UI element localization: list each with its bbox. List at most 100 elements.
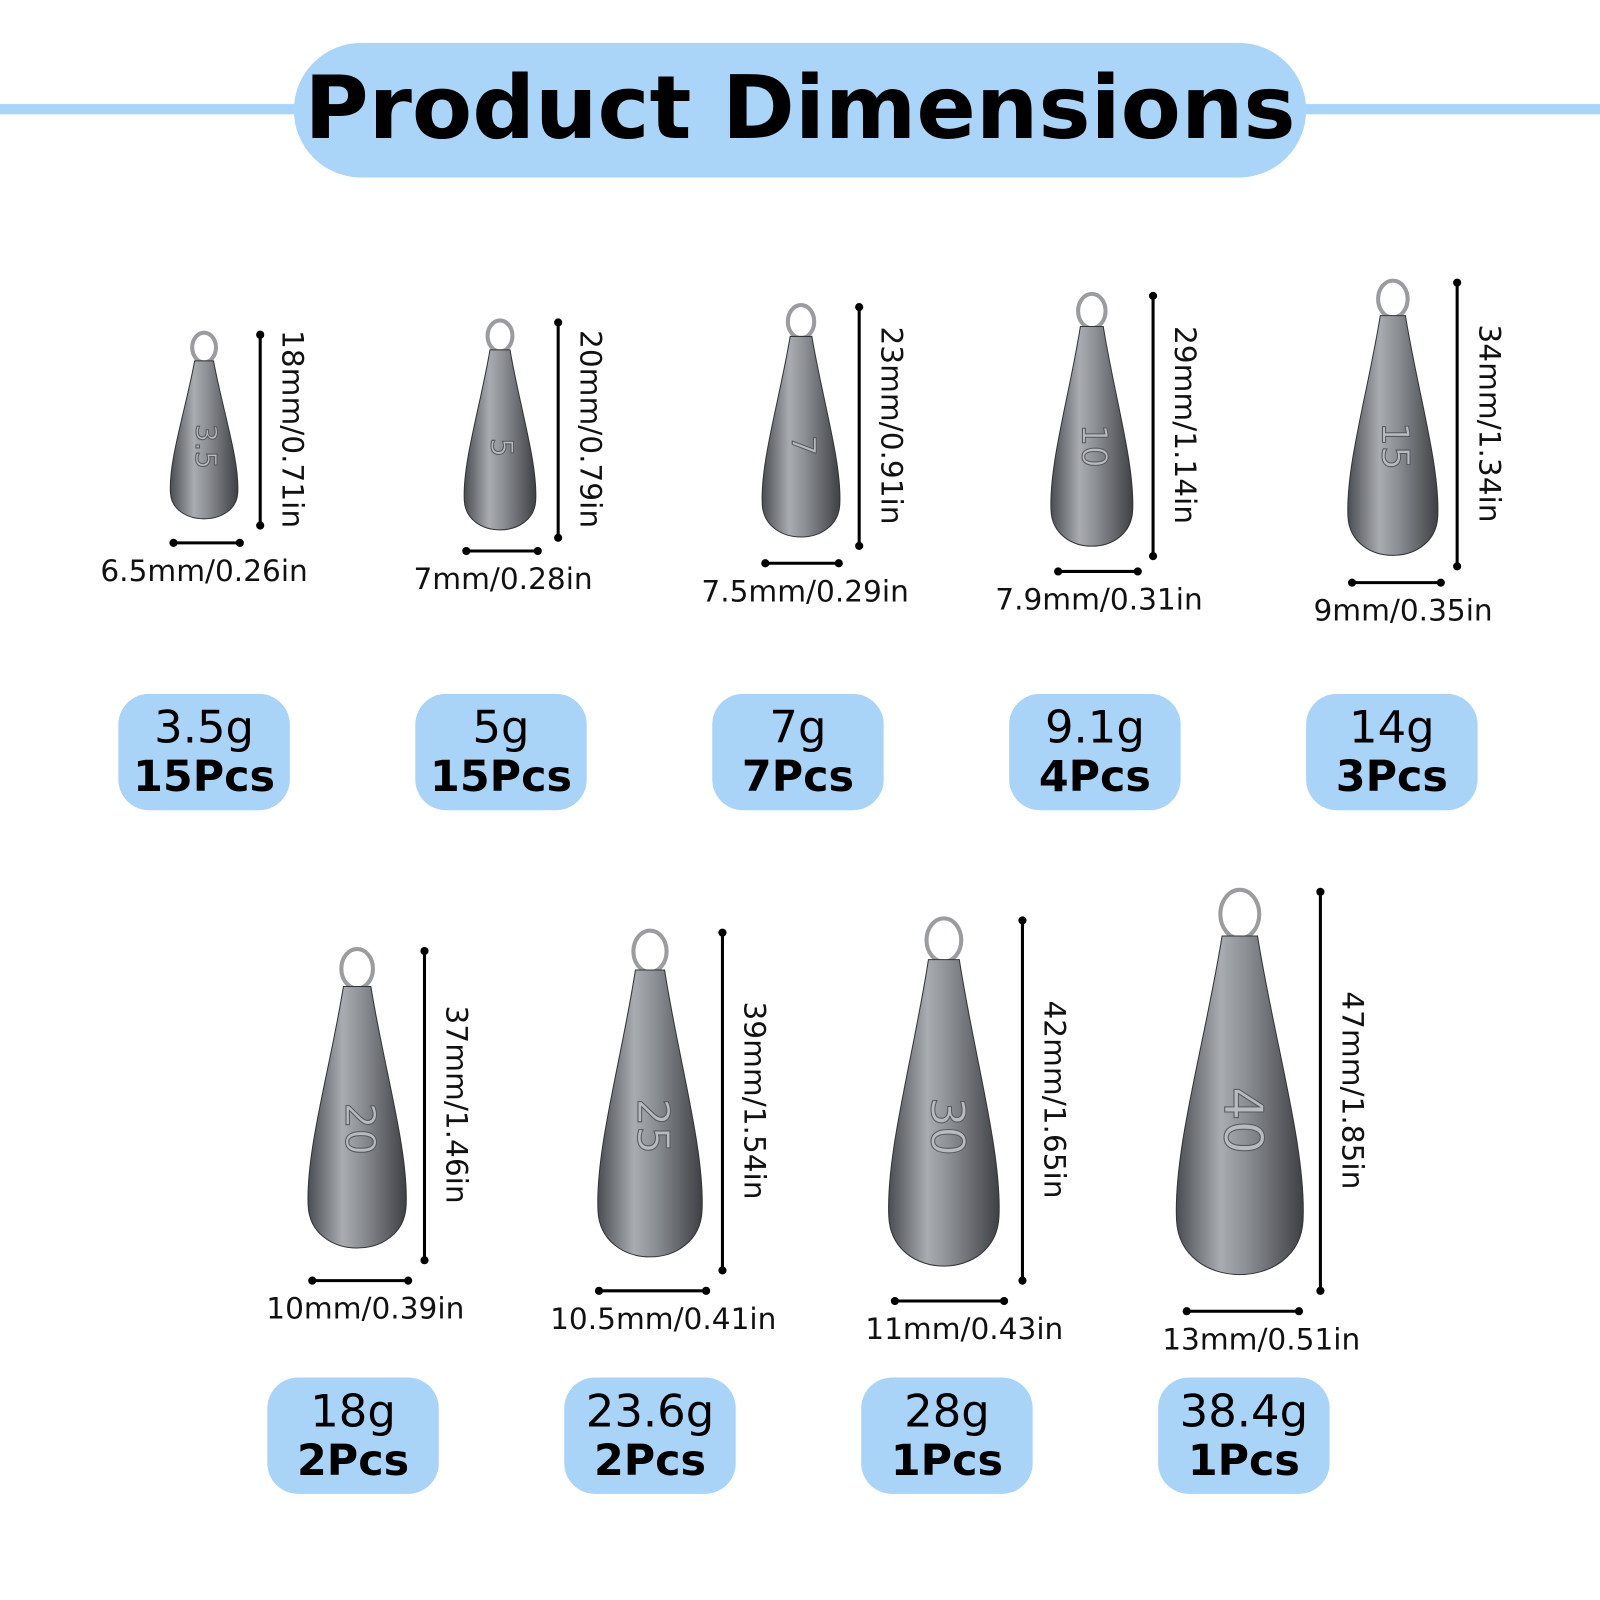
sinker-eye xyxy=(924,916,964,964)
sinker-body xyxy=(169,360,239,520)
quantity-label: 2Pcs xyxy=(594,1436,706,1486)
weight-label: 7g xyxy=(769,701,826,754)
quantity-label: 1Pcs xyxy=(1188,1436,1300,1486)
weight-label: 28g xyxy=(904,1384,990,1437)
dim-dot xyxy=(420,946,429,956)
weight-label: 5g xyxy=(472,701,529,754)
height-label: 29mm/1.14in xyxy=(1168,326,1202,524)
dim-dot xyxy=(1148,552,1158,561)
weight-label: 18g xyxy=(310,1384,396,1437)
sinker-eye xyxy=(1076,291,1108,331)
height-label: 20mm/0.79in xyxy=(573,330,607,528)
dim-dot xyxy=(1000,1296,1009,1306)
dim-dot xyxy=(890,1296,899,1306)
dim-dot xyxy=(1133,567,1142,576)
weight-label: 9.1g xyxy=(1045,701,1145,754)
sinker-eye xyxy=(1218,887,1262,941)
width-label: 11mm/0.43in xyxy=(865,1312,1063,1346)
height-label: 18mm/0.71in xyxy=(275,330,309,528)
sinker-mark: 10 xyxy=(1073,424,1113,468)
width-label: 7.9mm/0.31in xyxy=(995,583,1202,617)
width-label: 6.5mm/0.26in xyxy=(100,554,307,588)
dim-dot xyxy=(855,541,864,550)
sinker-mark: 3.5 xyxy=(189,424,222,469)
dim-dot xyxy=(1436,578,1445,587)
weight-box xyxy=(1158,1377,1330,1494)
quantity-label: 7Pcs xyxy=(742,752,854,802)
sinker-eye xyxy=(190,330,219,365)
sinker-body xyxy=(1050,325,1134,547)
sinker-eye xyxy=(485,318,515,354)
sinker-body xyxy=(307,986,407,1249)
dim-dot xyxy=(702,1286,711,1295)
sinker-mark: 5 xyxy=(484,438,519,457)
weight-box xyxy=(1009,693,1181,811)
sinker-eye xyxy=(631,928,669,975)
dim-dot xyxy=(404,1276,413,1285)
sinker-mark: 20 xyxy=(336,1103,384,1155)
sinker-body xyxy=(761,335,841,538)
height-label: 42mm/1.65in xyxy=(1038,1000,1072,1198)
height-label: 37mm/1.46in xyxy=(440,1006,474,1204)
dim-dot xyxy=(1453,562,1462,571)
height-label: 23mm/0.91in xyxy=(874,326,908,524)
width-label: 13mm/0.51in xyxy=(1162,1322,1360,1356)
weight-box xyxy=(1306,693,1478,811)
dim-dot xyxy=(1316,887,1325,896)
sinker-eye xyxy=(785,303,817,341)
dim-dot xyxy=(256,521,265,530)
quantity-label: 1Pcs xyxy=(891,1436,1003,1486)
page-title: Product Dimensions xyxy=(304,57,1295,159)
height-label: 39mm/1.54in xyxy=(738,1001,772,1199)
dim-dot xyxy=(1453,278,1462,287)
dim-dot xyxy=(1182,1307,1191,1316)
sinker-mark: 25 xyxy=(627,1098,678,1154)
sinker-mark: 30 xyxy=(920,1097,974,1156)
height-label: 34mm/1.34in xyxy=(1472,324,1506,522)
weight-label: 23.6g xyxy=(586,1384,714,1437)
weight-box xyxy=(861,1377,1033,1494)
dim-dot xyxy=(420,1256,429,1265)
height-label: 47mm/1.85in xyxy=(1336,991,1370,1189)
dim-dot xyxy=(1054,567,1063,576)
dim-dot xyxy=(718,1266,727,1275)
weight-box xyxy=(118,693,290,811)
weight-box xyxy=(415,693,587,811)
width-label: 7mm/0.28in xyxy=(413,562,592,596)
sinker-eye xyxy=(339,946,375,991)
sinker-body xyxy=(1347,315,1439,556)
dim-dot xyxy=(718,928,727,937)
dim-dot xyxy=(1148,291,1158,300)
dim-dot xyxy=(533,546,542,556)
dim-dot xyxy=(554,533,563,542)
quantity-label: 2Pcs xyxy=(297,1436,409,1486)
dim-dot xyxy=(308,1276,317,1285)
weight-box xyxy=(712,693,884,811)
dim-dot xyxy=(1294,1307,1304,1316)
dim-dot xyxy=(594,1286,604,1295)
weight-label: 3.5g xyxy=(154,701,254,754)
dim-dot xyxy=(1018,1276,1027,1285)
weight-box xyxy=(564,1377,736,1494)
dim-dot xyxy=(256,330,265,339)
sinker-eye xyxy=(1376,278,1410,320)
sinker-body xyxy=(463,349,537,531)
dim-dot xyxy=(855,303,864,312)
dim-dot xyxy=(169,538,178,547)
quantity-label: 4Pcs xyxy=(1039,752,1151,802)
dim-dot xyxy=(235,538,244,547)
dim-dot xyxy=(834,559,843,568)
dim-dot xyxy=(1018,916,1027,925)
sinker-mark: 7 xyxy=(784,435,822,456)
quantity-label: 3Pcs xyxy=(1336,752,1448,802)
width-label: 10mm/0.39in xyxy=(266,1292,464,1326)
sinker-mark: 40 xyxy=(1212,1087,1274,1155)
width-label: 10.5mm/0.41in xyxy=(550,1302,776,1336)
